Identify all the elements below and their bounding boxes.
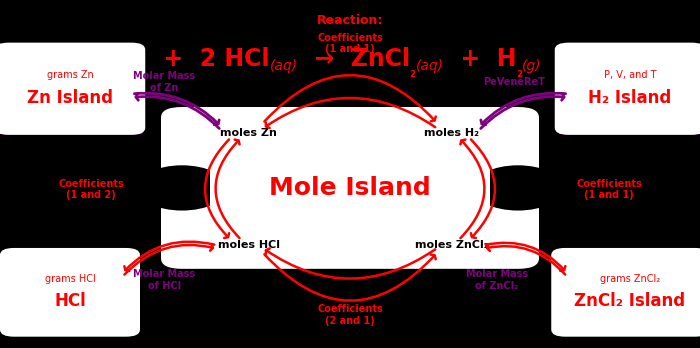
Bar — [560, 46, 700, 132]
Text: grams ZnCl₂: grams ZnCl₂ — [600, 274, 660, 284]
Text: moles ZnCl₂: moles ZnCl₂ — [414, 240, 489, 250]
Text: →  ZnCl: → ZnCl — [298, 47, 410, 71]
Text: Coefficients
(2 and 1): Coefficients (2 and 1) — [317, 304, 383, 326]
Text: moles HCl: moles HCl — [218, 240, 279, 250]
Text: P, V, and T: P, V, and T — [603, 70, 657, 80]
Text: (aq): (aq) — [416, 59, 444, 73]
Text: HCl: HCl — [54, 292, 86, 310]
Text: ₂: ₂ — [516, 66, 522, 80]
FancyBboxPatch shape — [161, 181, 539, 269]
Text: PeVeneReT: PeVeneReT — [484, 77, 545, 87]
FancyBboxPatch shape — [554, 43, 700, 135]
Text: Zn: Zn — [95, 47, 129, 71]
Text: Coefficients
(1 and 1): Coefficients (1 and 1) — [317, 33, 383, 54]
Text: (g): (g) — [522, 59, 542, 73]
Text: +  H: + H — [444, 47, 516, 71]
Text: Molar Mass
of HCl: Molar Mass of HCl — [134, 269, 195, 291]
Text: (s): (s) — [129, 59, 147, 73]
Text: ZnCl₂ Island: ZnCl₂ Island — [575, 292, 685, 310]
Ellipse shape — [136, 165, 228, 211]
Text: Molar Mass
of Zn: Molar Mass of Zn — [134, 71, 195, 93]
Text: moles H₂: moles H₂ — [424, 128, 479, 138]
Text: grams HCl: grams HCl — [45, 274, 95, 284]
FancyBboxPatch shape — [210, 183, 490, 248]
Text: ₂: ₂ — [410, 66, 416, 80]
Text: Zn Island: Zn Island — [27, 89, 113, 107]
Text: Molar Mass
of ZnCl₂: Molar Mass of ZnCl₂ — [466, 269, 528, 291]
Text: Coefficients
(1 and 1): Coefficients (1 and 1) — [576, 179, 642, 200]
Bar — [1, 46, 139, 132]
Text: (aq): (aq) — [270, 59, 298, 73]
FancyBboxPatch shape — [0, 43, 146, 135]
FancyBboxPatch shape — [210, 128, 490, 193]
Ellipse shape — [473, 165, 564, 211]
FancyBboxPatch shape — [552, 248, 700, 337]
Text: moles Zn: moles Zn — [220, 128, 277, 138]
FancyBboxPatch shape — [0, 248, 140, 337]
Text: +  2 HCl: + 2 HCl — [147, 47, 270, 71]
Text: Coefficients
(1 and 2): Coefficients (1 and 2) — [58, 179, 124, 200]
Text: H₂ Island: H₂ Island — [589, 89, 671, 107]
Text: Mole Island: Mole Island — [269, 176, 431, 200]
Text: grams Zn: grams Zn — [47, 70, 93, 80]
Text: Reaction:: Reaction: — [317, 14, 383, 27]
FancyBboxPatch shape — [161, 107, 539, 195]
FancyBboxPatch shape — [196, 160, 504, 216]
